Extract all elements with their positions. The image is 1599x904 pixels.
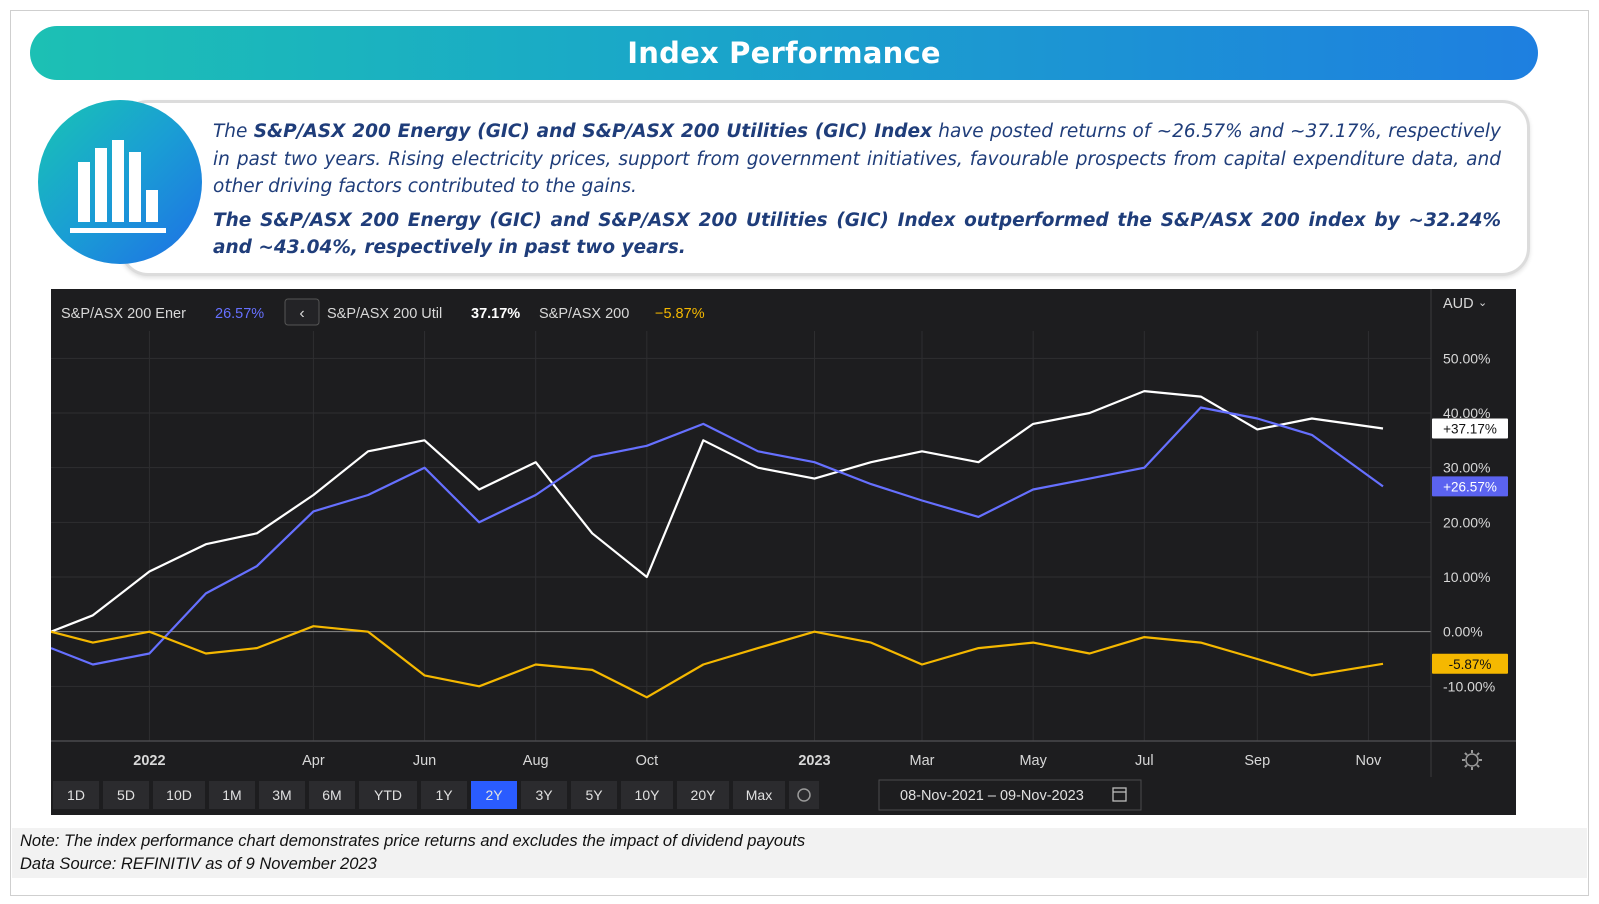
period-button-1m[interactable] — [209, 781, 255, 809]
period-button-label: 6M — [322, 787, 341, 803]
last-value-badge — [1432, 476, 1508, 497]
page-title: Index Performance — [627, 36, 941, 70]
index-performance-chart: 50.00% 40.00% 30.00% 20.00% 10.00% 0.00% -10.0… — [50, 289, 1516, 815]
period-button-3m[interactable] — [259, 781, 305, 809]
x-tick-label: Oct — [636, 753, 659, 769]
gear-icon[interactable] — [1465, 753, 1479, 767]
summary-paragraph-2: The S&P/ASX 200 Energy (GIC) and S&P/ASX… — [213, 209, 1501, 259]
x-tick-label: Aug — [523, 753, 549, 769]
legend-back-button[interactable] — [284, 298, 320, 326]
gear-icon[interactable] — [797, 788, 811, 802]
period-button-label: 20Y — [691, 787, 717, 803]
currency-selector[interactable]: AUD — [1443, 296, 1474, 312]
gear-tooth — [1464, 752, 1468, 756]
last-value-badge — [1432, 653, 1508, 674]
period-button-1d[interactable] — [53, 781, 99, 809]
period-button-10d[interactable] — [153, 781, 205, 809]
period-button-label: 3M — [272, 787, 291, 803]
chart-settings-button[interactable] — [789, 781, 819, 809]
last-value-label: +37.17% — [1443, 421, 1497, 436]
period-button-label: 5D — [117, 787, 135, 803]
chart-svg: 50.00% 40.00% 30.00% 20.00% 10.00% 0.00% -10.0… — [50, 289, 1516, 811]
period-button-max[interactable] — [733, 781, 785, 809]
period-button-label: 1D — [67, 787, 85, 803]
period-button-ytd[interactable] — [359, 781, 417, 809]
period-button-label: 10D — [166, 787, 192, 803]
gear-tooth — [1476, 752, 1480, 756]
date-range-text: 08-Nov-2021 – 09-Nov-2023 — [900, 788, 1084, 804]
period-button-label: 5Y — [585, 787, 603, 803]
y-tick-label: -10.00% — [1443, 678, 1495, 694]
summary-text: The S&P/ASX 200 Energy (GIC) and S&P/ASX… — [213, 118, 1501, 268]
period-button-5d[interactable] — [103, 781, 149, 809]
gear-tooth — [1476, 764, 1480, 768]
x-tick-label: May — [1019, 753, 1047, 769]
date-range-input[interactable] — [878, 779, 1142, 811]
period-button-label: 10Y — [635, 787, 661, 803]
footnote: Note: The index performance chart demons… — [12, 828, 1587, 878]
chevron-left-icon[interactable]: ‹ — [299, 305, 304, 322]
y-tick-label: 10.00% — [1443, 569, 1490, 585]
x-tick-label: Nov — [1356, 753, 1383, 769]
legend-asx200-name: S&P/ASX 200 — [539, 306, 629, 322]
legend-asx200-value: −5.87% — [655, 306, 705, 322]
legend-energy-name: S&P/ASX 200 Ener — [61, 306, 186, 322]
utilities-series-line — [50, 390, 1384, 633]
summary-paragraph-1: The S&P/ASX 200 Energy (GIC) and S&P/ASX… — [213, 121, 1501, 197]
bar-chart-icon — [38, 100, 202, 264]
period-button-10y[interactable] — [621, 781, 673, 809]
y-tick-label: 30.00% — [1443, 460, 1490, 476]
period-button-label: 3Y — [535, 787, 553, 803]
legend-energy-value: 26.57% — [215, 306, 264, 322]
data-source-text: Data Source: REFINITIV as of 9 November … — [20, 855, 377, 873]
x-tick-label: Jun — [413, 753, 436, 769]
period-button-1y[interactable] — [421, 781, 467, 809]
period-button-5y[interactable] — [571, 781, 617, 809]
last-value-label: +26.57% — [1443, 479, 1497, 494]
legend-utilities-value: 37.17% — [471, 306, 520, 322]
title-banner: Index Performance — [30, 26, 1538, 80]
gear-tooth — [1464, 764, 1468, 768]
period-button-6m[interactable] — [309, 781, 355, 809]
x-tick-label: Apr — [302, 753, 325, 769]
x-tick-label: 2022 — [133, 753, 165, 769]
x-tick-label: Mar — [910, 753, 935, 769]
period-button-label: 2Y — [485, 787, 503, 803]
calendar-icon[interactable] — [1112, 787, 1127, 802]
chevron-down-icon[interactable]: ⌄ — [1478, 297, 1487, 309]
y-tick-label: 0.00% — [1443, 624, 1483, 640]
note-text: Note: The index performance chart demons… — [20, 832, 806, 850]
last-value-label: -5.87% — [1449, 657, 1492, 672]
period-button-20y[interactable] — [677, 781, 729, 809]
energy-series-line — [50, 406, 1384, 666]
period-button-label: 1Y — [435, 787, 453, 803]
x-tick-label: 2023 — [798, 753, 830, 769]
period-button-label: 1M — [222, 787, 241, 803]
asx200-series-line — [50, 625, 1384, 699]
period-button-2y[interactable] — [471, 781, 517, 809]
period-button-3y[interactable] — [521, 781, 567, 809]
period-button-label: YTD — [374, 787, 402, 803]
last-value-badge — [1432, 418, 1508, 439]
y-tick-label: 50.00% — [1443, 350, 1490, 366]
summary-box — [120, 100, 1530, 276]
x-tick-label: Sep — [1244, 753, 1270, 769]
x-tick-label: Jul — [1135, 753, 1154, 769]
period-button-label: Max — [746, 787, 772, 803]
legend-utilities-name: S&P/ASX 200 Util — [327, 306, 442, 322]
y-tick-label: 20.00% — [1443, 514, 1490, 530]
y-tick-label: 40.00% — [1443, 405, 1490, 421]
